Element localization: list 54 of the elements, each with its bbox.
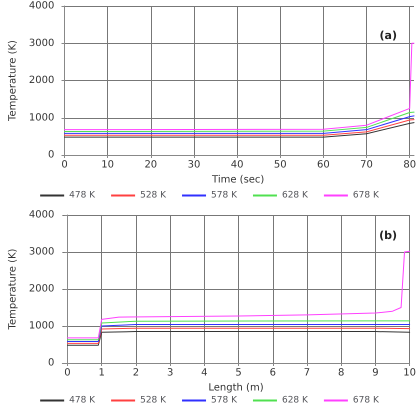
y-tick-label: 1000	[28, 320, 54, 332]
y-tick-label: 1000	[28, 112, 54, 124]
legend-label: 678 K	[352, 396, 380, 405]
line-series	[64, 119, 414, 136]
line-series	[64, 112, 414, 132]
line-series	[64, 42, 414, 130]
x-tick-label: 10	[101, 160, 114, 170]
x-tick-label: 0	[64, 368, 71, 378]
legend-label: 478 K	[69, 396, 96, 405]
x-tick-label: 2	[132, 368, 140, 378]
x-tick-label: 70	[360, 160, 373, 170]
y-tick-label: 0	[48, 358, 54, 368]
legend-label: 478 K	[69, 190, 96, 200]
y-tick-label: 3000	[28, 38, 54, 49]
line-series	[64, 122, 414, 138]
x-tick-label: 8	[338, 368, 344, 378]
x-tick-label: 7	[304, 368, 310, 378]
annotation: (a)	[380, 29, 398, 42]
x-tick-label: 4	[201, 368, 208, 378]
x-tick-label: 6	[270, 368, 276, 378]
x-tick-label: 20	[144, 160, 158, 170]
line-series	[66, 328, 410, 344]
x-axis-title: Length (m)	[208, 382, 264, 394]
y-tick-label: 4000	[28, 210, 54, 220]
x-tick-label: 50	[274, 160, 287, 170]
x-tick-label: 3	[166, 368, 174, 378]
x-tick-label: 9	[372, 368, 379, 378]
legend-label: 578 K	[211, 396, 238, 405]
legend-label: 528 K	[140, 190, 168, 200]
y-tick-label: 4000	[28, 0, 54, 12]
x-tick-label: 80	[403, 160, 416, 170]
x-tick-label: 60	[317, 160, 330, 170]
x-tick-label: 0	[61, 160, 68, 170]
legend-label: 578 K	[211, 190, 238, 200]
annotation: (b)	[379, 229, 398, 242]
x-tick-label: 5	[235, 368, 242, 378]
legend-label: 678 K	[352, 190, 380, 200]
x-tick-label: 1	[98, 368, 105, 378]
legend-label: 628 K	[282, 396, 310, 405]
x-tick-label: 40	[230, 160, 244, 170]
x-axis-title: Time (sec)	[211, 174, 264, 186]
y-axis-title: Temperature (K)	[8, 40, 18, 122]
y-tick-label: 2000	[28, 75, 54, 86]
line-series	[64, 115, 414, 134]
y-tick-label: 0	[48, 150, 54, 160]
y-tick-label: 2000	[28, 284, 54, 294]
legend-label: 528 K	[140, 396, 168, 405]
y-tick-label: 3000	[28, 246, 54, 258]
x-tick-label: 30	[188, 160, 200, 170]
line-series	[66, 250, 410, 338]
y-axis-title: Temperature (K)	[8, 248, 18, 330]
x-tick-label: 10	[403, 368, 416, 378]
line-series	[66, 320, 410, 340]
legend-label: 628 K	[282, 190, 310, 200]
